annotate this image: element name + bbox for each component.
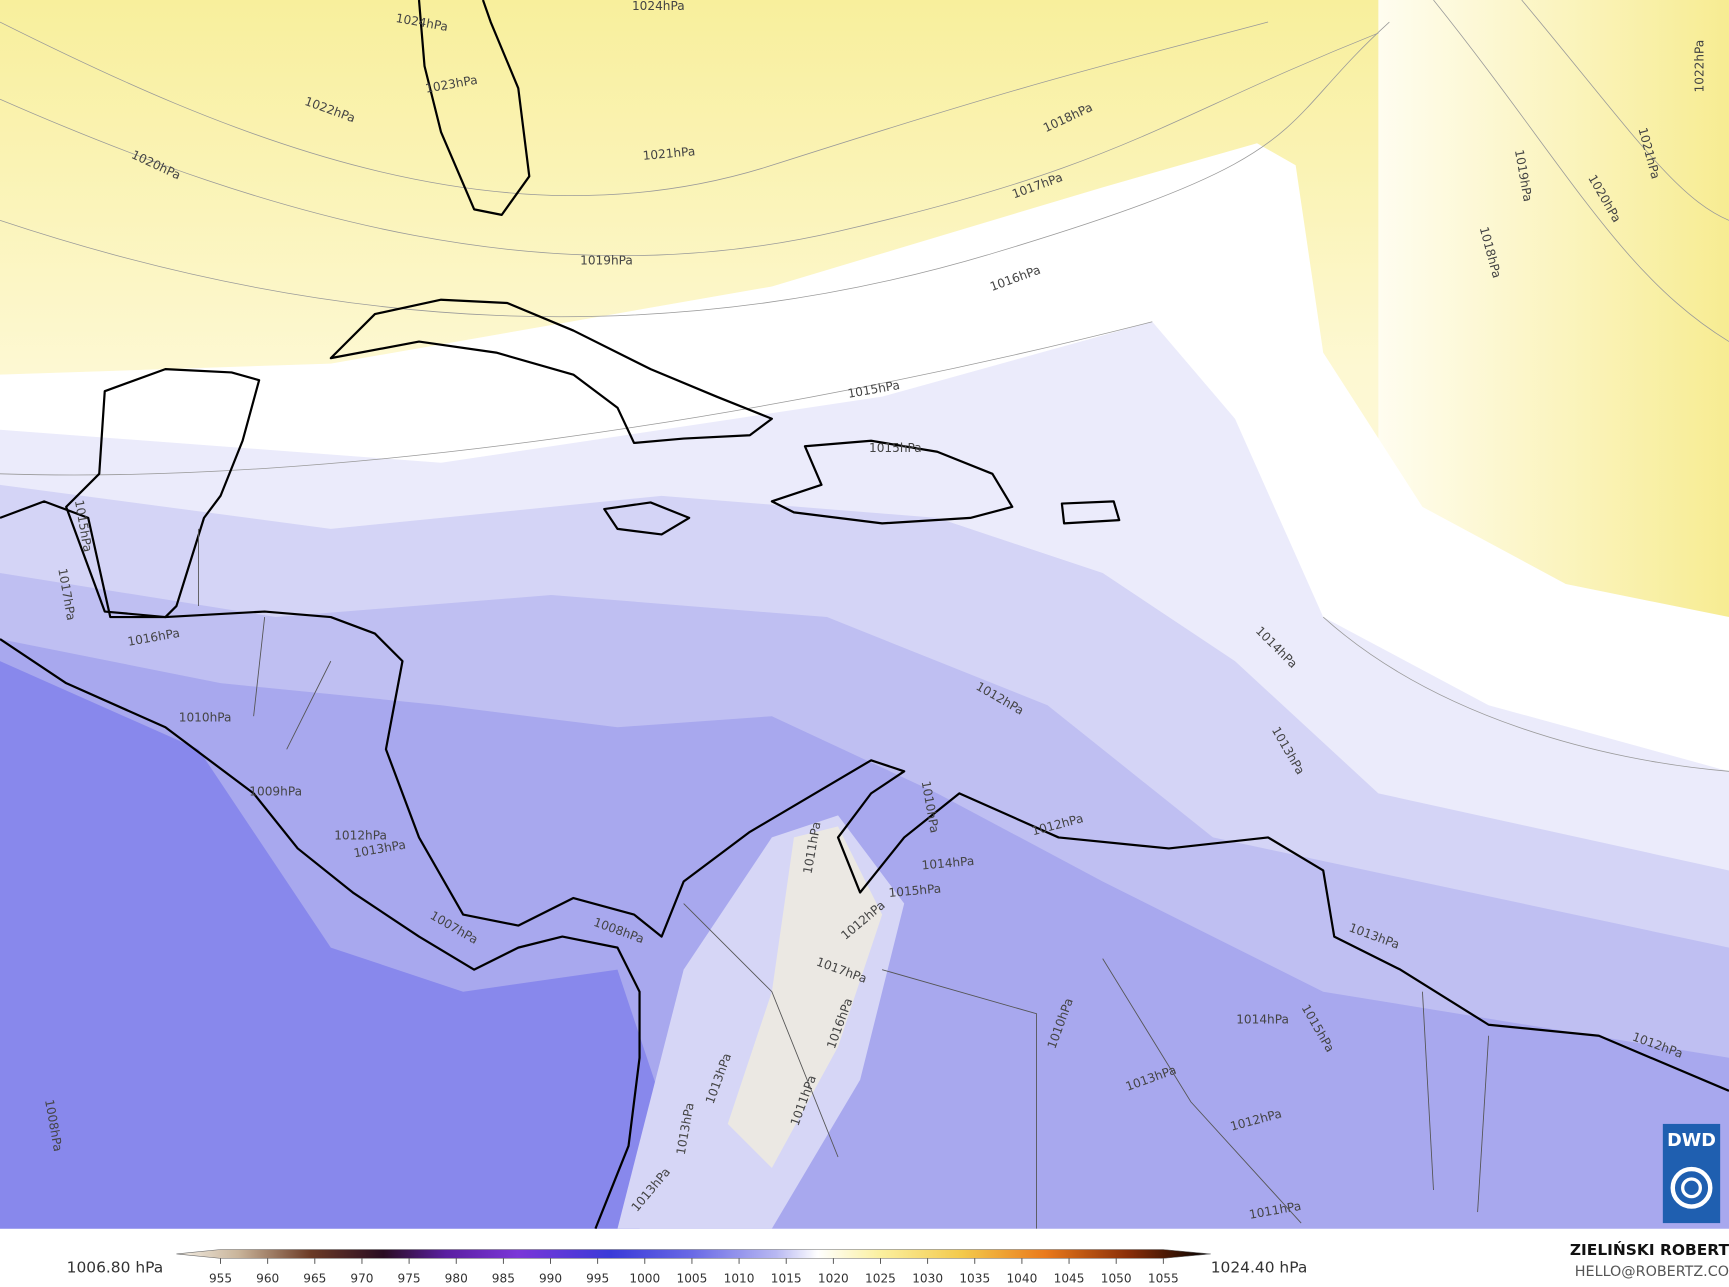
colorbar-max: 1024.40 hPa [1211,1259,1308,1277]
colorbar-min: 1006.80 hPa [67,1259,164,1277]
colorbar-tick-label: 970 [350,1272,373,1286]
contour-label: 1015hPa [888,881,942,900]
colorbar-tick-label: 965 [303,1272,326,1286]
contour-label: 1012hPa [334,829,387,843]
colorbar-tick-label: 1010 [724,1272,755,1286]
contour-label: 1014hPa [1236,1013,1289,1027]
colorbar-tick-label: 1015 [771,1272,802,1286]
credit-email: HELLO@ROBERTZ.CO [1575,1264,1729,1280]
colorbar: 1006.80 hPa 1024.40 hPa 955 960 965 970 975 9… [67,1249,1308,1286]
colorbar-tick-label: 975 [398,1272,421,1286]
contour-label: 1021hPa [642,144,696,163]
colorbar-tick-label: 1035 [959,1272,990,1286]
colorbar-tick-label: 990 [539,1272,562,1286]
colorbar-tick-label: 1040 [1006,1272,1037,1286]
colorbar-tick-label: 1025 [865,1272,896,1286]
contour-label: 1014hPa [921,854,975,873]
colorbar-tick-label: 1005 [677,1272,708,1286]
colorbar-tick-label: 1020 [818,1272,849,1286]
colorbar-tick-label: 1045 [1054,1272,1085,1286]
colorbar-bar [176,1249,1211,1259]
dwd-logo: DWD [1662,1123,1721,1224]
colorbar-tick-label: 955 [209,1272,232,1286]
colorbar-tick-label: 980 [445,1272,468,1286]
pressure-field [0,0,1729,1229]
colorbar-tick-label: 985 [492,1272,515,1286]
logo-text: DWD [1667,1131,1716,1151]
contour-label: 1019hPa [580,253,633,267]
colorbar-tick-label: 960 [256,1272,279,1286]
contour-label: 1009hPa [249,785,302,799]
colorbar-tick-label: 1030 [912,1272,943,1286]
contour-label: 1015hPa [869,441,922,455]
colorbar-tick-label: 995 [586,1272,609,1286]
coastlines [0,0,1729,1230]
contour-label: 1010hPa [179,711,232,725]
colorbar-tick-label: 1000 [629,1272,660,1286]
isobars [0,0,1729,772]
colorbar-tick-label: 1050 [1101,1272,1132,1286]
colorbar-tick-label: 1055 [1148,1272,1179,1286]
credit-name: ZIELIŃSKI ROBERT [1570,1240,1729,1259]
contour-label: 1022hPa [1693,40,1707,93]
contour-label: 1024hPa [632,0,685,13]
